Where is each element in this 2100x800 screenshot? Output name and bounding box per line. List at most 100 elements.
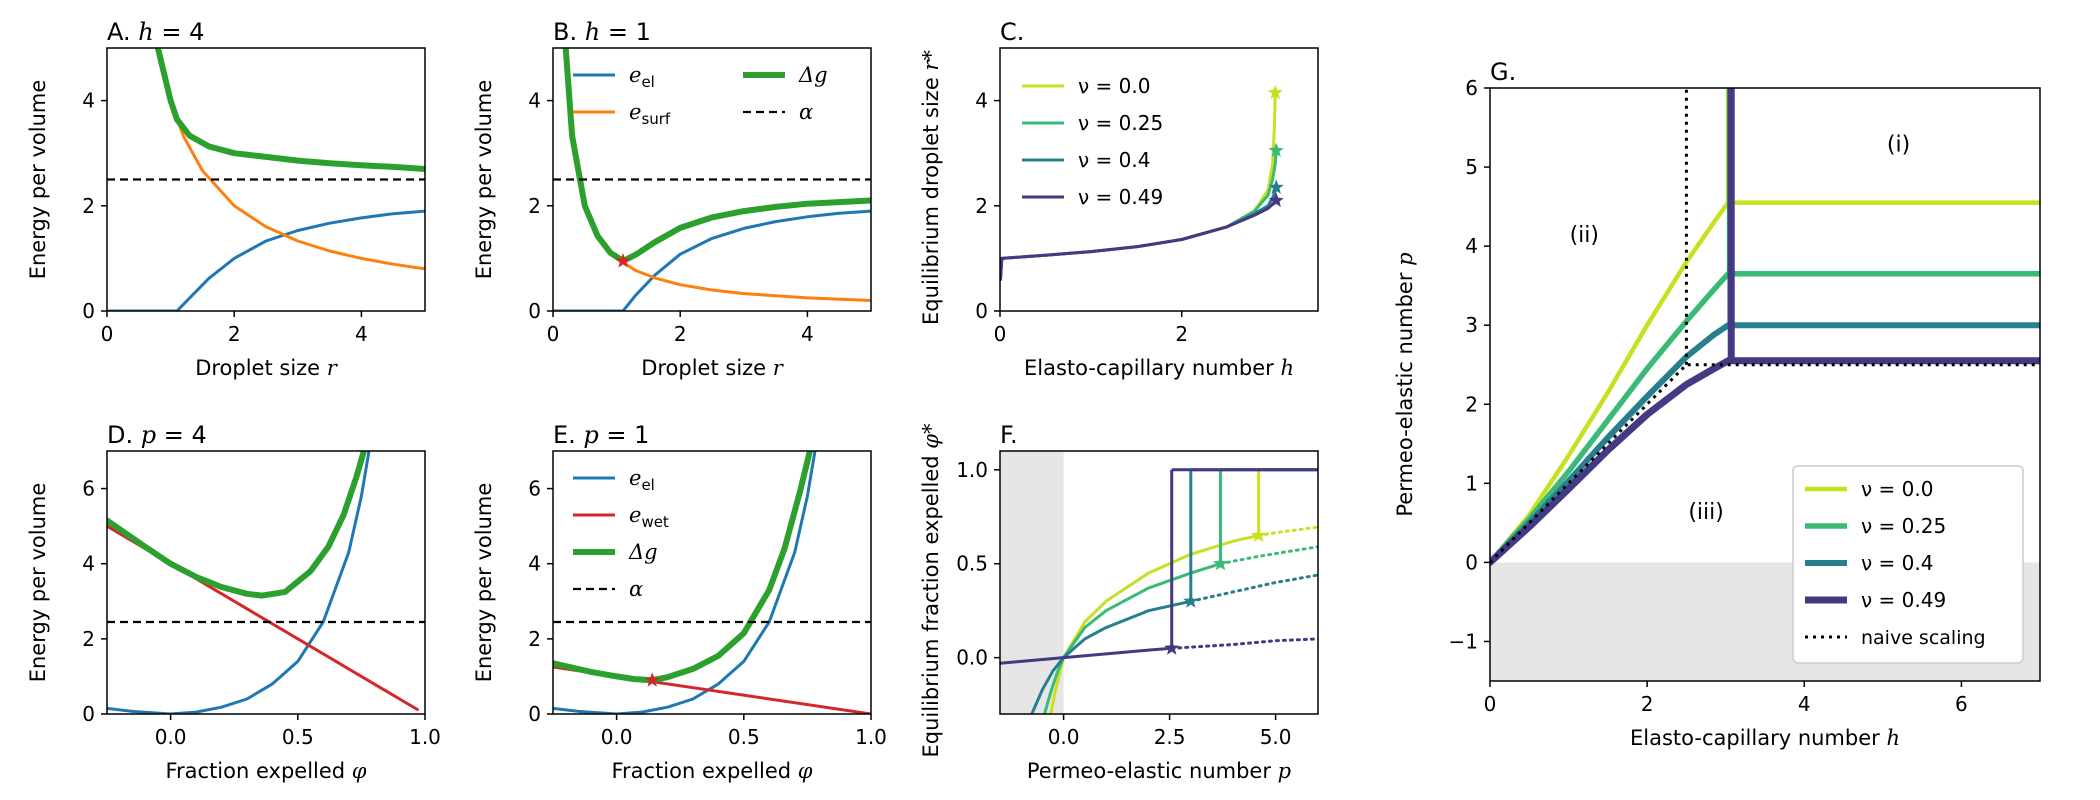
plot-area — [107, 48, 425, 311]
y-tick-label: −1 — [1449, 629, 1478, 653]
series-nu_04 — [1030, 599, 1193, 714]
x-tick-label: 0.0 — [1048, 725, 1080, 749]
panel-title: F. — [1000, 421, 1018, 449]
plot-area — [107, 451, 425, 714]
x-tick-label: 0.0 — [155, 725, 187, 749]
x-tick-label: 0.5 — [728, 725, 760, 749]
legend-label-e_el: eel — [629, 466, 655, 494]
x-tick-label: 2 — [674, 322, 687, 346]
y-axis-label: Equilibrium droplet size r* — [919, 50, 943, 325]
plot-frame — [999, 47, 1319, 312]
plot-area — [553, 451, 871, 714]
series-nu_049 — [1000, 646, 1174, 665]
y-tick-label: 5 — [1465, 155, 1478, 179]
legend-label-naive: naive scaling — [1861, 627, 1986, 649]
y-axis-label: Equilibrium fraction expelled φ* — [919, 423, 943, 758]
y-axis-label: Energy per volume — [472, 483, 496, 683]
y-axis-label: Energy per volume — [26, 80, 50, 280]
legend-label-e_surf: esurf — [629, 100, 671, 128]
endpoint-star-nu_04 — [1268, 179, 1284, 194]
series-e_el — [107, 209, 425, 311]
x-axis-label: Elasto-capillary number h — [1630, 726, 1900, 750]
panel-g: (i) (ii) (iii) 0 2 4 6 −1 0 1 2 3 4 5 6 G. Elasto-capil… — [1393, 58, 2041, 750]
y-tick-label: 6 — [528, 477, 541, 501]
x-tick-label: 4 — [801, 322, 814, 346]
y-tick-label: 3 — [1465, 313, 1478, 337]
endpoint-star-nu_025 — [1268, 142, 1284, 157]
series-delta_g — [553, 451, 813, 684]
plot-frame — [106, 47, 426, 312]
x-axis-label: Permeo-elastic number p — [1027, 759, 1291, 783]
series-e_el — [553, 209, 871, 311]
x-tick-label: 2 — [228, 322, 241, 346]
region-label: (ii) — [1570, 223, 1599, 248]
legend-label-nu_04: ν = 0.4 — [1861, 551, 1933, 575]
y-tick-label: 2 — [82, 627, 95, 651]
series-delta_g — [154, 48, 425, 172]
series-nu_049 — [1490, 357, 2040, 566]
legend-label-e_wet: ewet — [629, 503, 669, 531]
panel-title: A. h = 4 — [107, 18, 204, 46]
series-nu_0 — [1049, 534, 1261, 714]
transition-star-nu_04 — [1183, 593, 1199, 608]
y-tick-label: 4 — [1465, 234, 1478, 258]
minimum-star — [615, 253, 631, 268]
series-delta_g — [107, 451, 367, 599]
transition-star-nu_049 — [1164, 640, 1180, 655]
panel-title: D. p = 4 — [107, 421, 207, 449]
x-tick-label: 2.5 — [1154, 725, 1186, 749]
legend: eel ewet Δg α — [573, 466, 669, 601]
legend-label-nu_049: ν = 0.49 — [1078, 185, 1163, 209]
panel-e: 0.0 0.5 1.0 0 2 4 6 E. p = 1 Fraction expelled φ… — [472, 421, 887, 783]
series-nu_04-metastable — [1189, 573, 1318, 603]
x-axis-label: Fraction expelled φ — [165, 759, 366, 783]
panel-f: 0.0 2.5 5.0 0.0 0.5 1.0 F. Permeo-elastic numb… — [919, 421, 1319, 783]
legend-label-nu_049: ν = 0.49 — [1861, 588, 1946, 612]
x-axis-label: Elasto-capillary number h — [1024, 356, 1294, 380]
legend-box — [1792, 465, 2024, 664]
panel-a: 0 2 4 0 2 4 A. h = 4 Droplet size r Energy per v… — [26, 18, 426, 380]
x-tick-label: 2 — [1641, 692, 1654, 716]
y-axis-label: Energy per volume — [472, 80, 496, 280]
plot-frame — [552, 450, 872, 715]
x-tick-label: 5.0 — [1260, 725, 1292, 749]
y-tick-label: 0 — [1465, 550, 1478, 574]
shaded-region — [1000, 451, 1064, 714]
x-tick-label: 1.0 — [855, 725, 887, 749]
legend-label-nu_0: ν = 0.0 — [1861, 477, 1933, 501]
x-tick-label: 0 — [547, 322, 560, 346]
y-tick-label: 1 — [1465, 471, 1478, 495]
legend-label-nu_0: ν = 0.0 — [1078, 74, 1150, 98]
y-tick-label: 4 — [82, 89, 95, 113]
plot-area — [553, 48, 871, 311]
legend-label-delta_g: Δg — [798, 63, 828, 87]
panel-b: 0 2 4 0 2 4 B. h = 1 Droplet size r Energy per v… — [472, 18, 872, 380]
y-tick-label: 0 — [975, 299, 988, 323]
legend-label-e_el: eel — [629, 63, 655, 91]
series-nu_0 — [1490, 200, 2040, 565]
plot-frame — [552, 47, 872, 312]
panel-d: 0.0 0.5 1.0 0 2 4 6 D. p = 4 Fraction expelled φ… — [26, 421, 441, 783]
region-label: (i) — [1887, 132, 1910, 157]
series-nu_025 — [1043, 562, 1222, 714]
panel-title: G. — [1490, 58, 1516, 86]
series-nu_049-metastable — [1170, 637, 1318, 650]
legend: ν = 0.0 ν = 0.25 ν = 0.4 ν = 0.49 — [1022, 74, 1163, 209]
series-e_el — [107, 451, 371, 714]
x-tick-label: 0 — [1484, 692, 1497, 716]
endpoint-star-nu_049 — [1268, 192, 1284, 207]
series-nu_049 — [1000, 199, 1278, 281]
y-tick-label: 4 — [528, 89, 541, 113]
minimum-star — [644, 672, 660, 687]
y-tick-label: 2 — [975, 194, 988, 218]
y-tick-label: 0 — [528, 702, 541, 726]
x-tick-label: 1.0 — [409, 725, 441, 749]
y-tick-label: 4 — [528, 552, 541, 576]
panel-c: 0 2 0 2 4 C. Elasto-capillary number h Equilib… — [919, 18, 1319, 380]
y-tick-label: 0.0 — [956, 646, 988, 670]
x-axis-label: Droplet size r — [641, 356, 785, 380]
y-tick-label: 4 — [82, 552, 95, 576]
x-axis-label: Fraction expelled φ — [611, 759, 812, 783]
plot-area — [1000, 451, 1318, 714]
